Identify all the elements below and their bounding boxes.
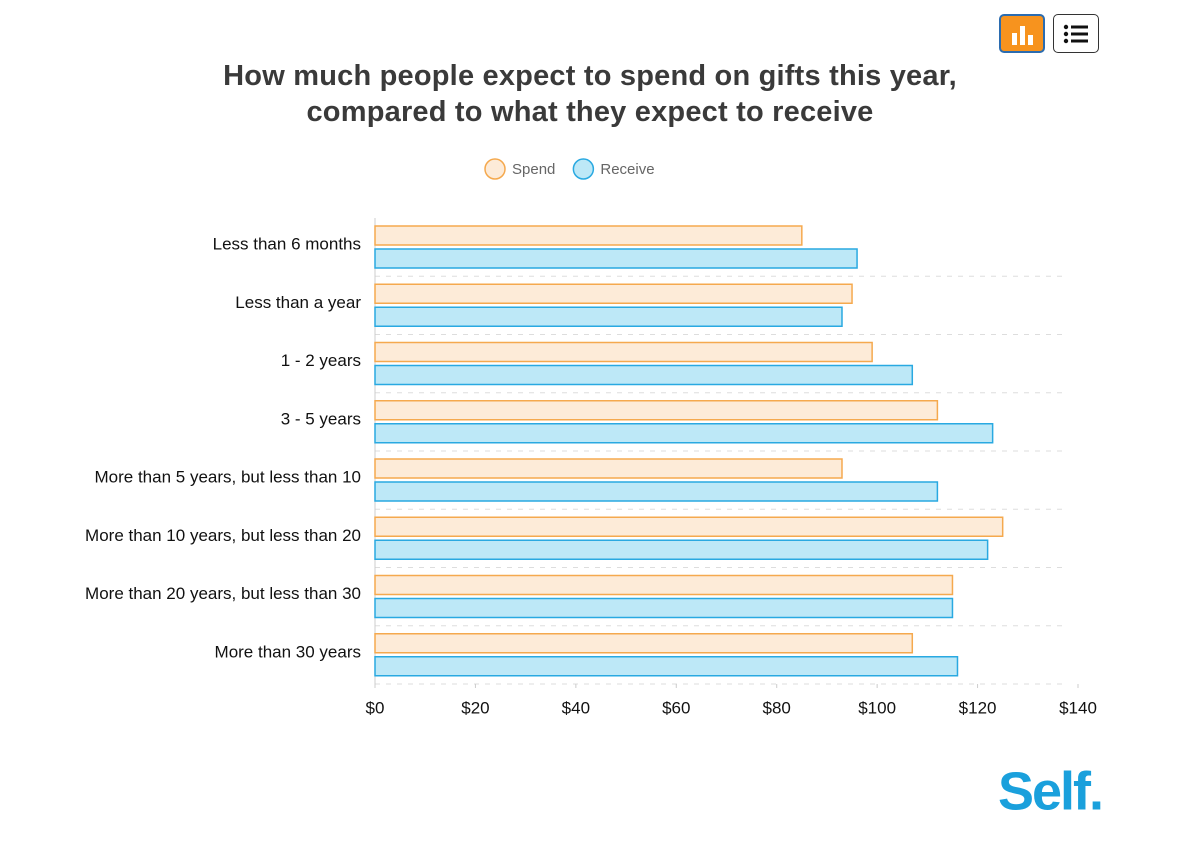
bar (374, 423, 994, 444)
y-tick-label: Less than 6 months (213, 235, 361, 254)
x-tick-label: $20 (461, 698, 489, 717)
x-tick-label: $80 (763, 698, 791, 717)
y-tick-label: Less than a year (235, 293, 361, 312)
y-tick-label: More than 30 years (215, 642, 361, 661)
legend-swatch (484, 158, 506, 180)
bar (374, 516, 1004, 537)
legend-label: Spend (512, 161, 555, 178)
bar (374, 341, 873, 363)
y-tick-label: More than 10 years, but less than 20 (85, 526, 361, 545)
bar (374, 481, 939, 502)
bar (374, 574, 954, 596)
list-icon (1063, 24, 1088, 43)
bar (374, 597, 954, 619)
bar (374, 364, 914, 386)
chart-icon (1012, 25, 1033, 45)
bar (374, 400, 939, 421)
bar (374, 633, 914, 654)
bar (374, 539, 989, 560)
y-tick-label: More than 5 years, but less than 10 (95, 468, 362, 487)
x-tick-label: $100 (858, 698, 896, 717)
brand-logo: Self. (998, 761, 1102, 821)
chart-title: How much people expect to spend on gifts… (223, 60, 957, 128)
x-tick-label: $140 (1059, 698, 1097, 717)
bar (374, 225, 803, 246)
bar (374, 306, 843, 327)
bar (374, 656, 959, 677)
bar (374, 458, 843, 479)
x-tick-label: $0 (366, 698, 385, 717)
y-tick-label: More than 20 years, but less than 30 (85, 584, 361, 603)
list-view-button[interactable] (1053, 14, 1099, 53)
y-tick-label: 3 - 5 years (281, 409, 361, 428)
x-tick-label: $40 (562, 698, 590, 717)
chart-view-button[interactable] (999, 14, 1045, 53)
bar (374, 283, 853, 304)
legend-label: Receive (600, 161, 654, 178)
legend-swatch (572, 158, 595, 180)
x-tick-label: $60 (662, 698, 690, 717)
y-tick-label: 1 - 2 years (281, 351, 361, 370)
bar (374, 248, 858, 269)
x-tick-label: $120 (959, 698, 997, 717)
